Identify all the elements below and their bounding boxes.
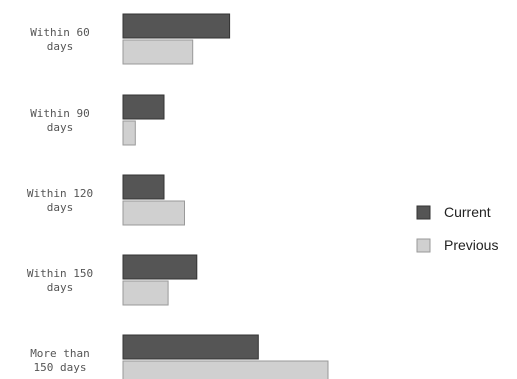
bar-previous [122,280,169,306]
bar-current [122,174,165,200]
category-label-line: days [47,281,74,294]
bar-previous [122,200,185,226]
bar-current [122,334,259,360]
category-label-line: days [47,201,74,214]
bars-group [122,13,329,379]
category-label-line: Within 120 [27,187,93,200]
category-label-line: Within 90 [30,107,90,120]
bar-current [122,94,165,120]
bar-previous [122,360,329,379]
category-label-line: More than [30,347,90,360]
category-label: Within 90 days [30,107,90,134]
category-label-line: days [47,121,74,134]
category-label: Within 150 days [27,267,93,294]
bar-previous [122,39,194,65]
category-label: More than 150 days [30,347,90,374]
category-label-line: 150 days [34,361,87,374]
bar-current [122,13,231,39]
category-label-line: Within 60 [30,26,90,39]
category-label-line: Within 150 [27,267,93,280]
legend: Current Previous [416,204,498,253]
category-label: Within 120 days [27,187,93,214]
legend-label-previous: Previous [444,237,498,253]
category-label-line: days [47,40,74,53]
legend-swatch-current [416,205,431,220]
category-label: Within 60 days [30,26,90,53]
legend-swatch-previous [416,238,431,253]
legend-label-current: Current [444,204,491,220]
bar-previous [122,120,136,146]
bar-current [122,254,198,280]
